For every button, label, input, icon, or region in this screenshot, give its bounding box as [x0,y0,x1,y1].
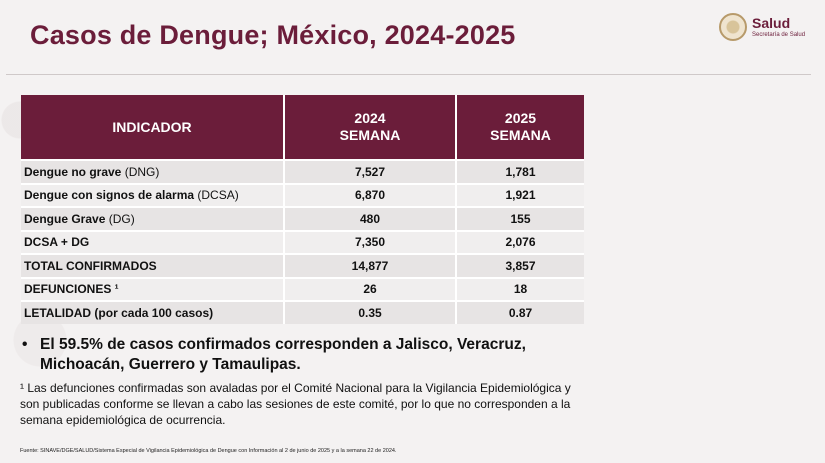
indicator-abbr: (DG) [105,211,135,226]
value-2024: 26 [284,276,457,301]
table-row: Dengue Grave (DG) 480 155 [21,206,584,231]
header-2025-year: 2025 [504,110,537,126]
table-row: DCSA + DG 7,350 2,076 [21,229,584,254]
header-indicator: INDICADOR [21,95,285,160]
source-note: Fuente: SINAVE/DGE/SALUD/Sistema Especia… [20,448,397,454]
row-indicator: DCSA + DG [21,229,285,254]
dengue-cases-table: INDICADOR 2024 SEMANA 2025 SEMANA Dengue… [21,95,584,324]
table-row: DEFUNCIONES ¹ 26 18 [21,276,584,301]
value-2024: 14,877 [284,253,457,278]
header-2025-week: SEMANA [490,127,551,143]
value-2024: 6,870 [284,182,457,207]
row-indicator: DEFUNCIONES ¹ [21,276,285,301]
row-indicator: TOTAL CONFIRMADOS [21,253,285,278]
table-row: TOTAL CONFIRMADOS 14,877 3,857 [21,253,584,278]
indicator-label: LETALIDAD (por cada 100 casos) [24,305,214,320]
footnote-marker: ¹ [111,282,119,297]
indicator-abbr: (DNG) [121,164,160,179]
value-2024: 7,527 [284,159,457,184]
value-2025: 1,921 [456,182,584,207]
indicator-label: Dengue con signos de alarma [24,188,195,203]
header-2024-week: SEMANA [339,127,401,143]
table-row: Dengue no grave (DNG) 7,527 1,781 [21,159,584,184]
table-row: Dengue con signos de alarma (DCSA) 6,870… [21,182,584,207]
header-2024: 2024 SEMANA [284,95,457,160]
salud-logo: Salud Secretaría de Salud [719,13,819,47]
key-finding-text: El 59.5% de casos confirmados correspond… [40,336,526,373]
value-2024: 7,350 [284,229,457,254]
row-indicator: Dengue no grave (DNG) [21,159,285,184]
row-indicator: LETALIDAD (por cada 100 casos) [21,300,285,324]
title-divider [6,74,811,75]
value-2025: 3,857 [456,253,584,278]
value-2024: 480 [284,206,457,231]
indicator-label: TOTAL CONFIRMADOS [24,258,157,273]
header-2024-year: 2024 [354,110,386,126]
bullet-icon: • [22,336,28,353]
indicator-abbr: (DCSA) [194,188,239,203]
indicator-label: DEFUNCIONES [24,282,112,297]
row-indicator: Dengue Grave (DG) [21,206,285,231]
header-2025: 2025 SEMANA [456,95,584,160]
value-2024: 0.35 [284,300,457,324]
row-indicator: Dengue con signos de alarma (DCSA) [21,182,285,207]
footnote: ¹ Las defunciones confirmadas son avalad… [20,381,571,427]
table-row: LETALIDAD (por cada 100 casos) 0.35 0.87 [21,300,584,324]
page-title: Casos de Dengue; México, 2024-2025 [30,20,516,50]
value-2025: 155 [456,206,584,231]
indicator-label: Dengue Grave [24,211,106,226]
value-2025: 2,076 [456,229,584,254]
header-indicator-label: INDICADOR [112,118,192,135]
value-2025: 0.87 [456,300,584,324]
national-seal-icon [719,13,747,41]
table-header-row: INDICADOR 2024 SEMANA 2025 SEMANA [21,95,584,160]
value-2025: 1,781 [456,159,584,184]
logo-name: Salud [752,15,791,31]
indicator-label: Dengue no grave [24,164,122,179]
logo-subtitle: Secretaría de Salud [752,32,806,38]
indicator-label: DCSA + DG [24,235,90,250]
value-2025: 18 [456,276,584,301]
